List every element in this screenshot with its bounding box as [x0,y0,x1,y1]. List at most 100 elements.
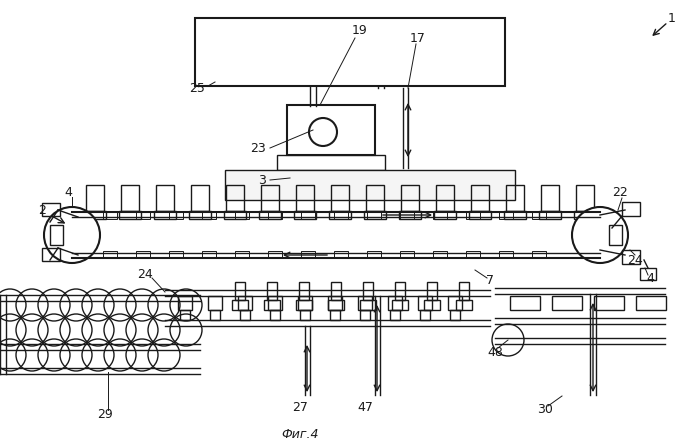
Bar [367,212,381,219]
Text: 27: 27 [292,401,308,414]
Bar [103,251,117,258]
Bar [301,251,315,258]
Bar [226,185,244,211]
Bar [459,282,469,300]
Bar [532,251,546,258]
Bar [121,185,139,211]
Bar [119,211,141,219]
Bar [294,211,316,219]
Bar [202,251,216,258]
Bar [264,300,280,310]
Bar [235,212,249,219]
Text: 4: 4 [646,271,654,284]
Bar [268,251,282,258]
Bar [169,251,183,258]
Bar [469,211,491,219]
Bar [225,170,515,200]
Bar [448,296,462,310]
Text: 19: 19 [352,23,368,36]
Bar [328,300,344,310]
Bar [156,185,174,211]
Bar [287,105,375,155]
Bar [360,310,370,320]
Bar [224,211,246,219]
Bar [433,251,447,258]
Bar [400,251,414,258]
Bar [136,251,150,258]
Bar [235,251,249,258]
Text: Фиг.4: Фиг.4 [281,428,318,441]
Bar [299,282,309,300]
Bar [532,212,546,219]
Bar [499,251,513,258]
Bar [390,310,400,320]
Bar [103,212,117,219]
Bar [331,282,341,300]
Bar [136,212,150,219]
Bar [395,282,405,300]
Bar [235,282,245,300]
Bar [640,268,656,280]
Text: 47: 47 [357,401,373,414]
Text: 17: 17 [410,31,426,44]
Bar [296,300,312,310]
Bar [594,296,624,310]
Bar [541,185,559,211]
Bar [50,225,63,245]
Bar [261,185,279,211]
Bar [191,185,209,211]
Bar [539,211,561,219]
Bar [400,212,414,219]
Text: 30: 30 [537,404,553,417]
Bar [506,185,524,211]
Bar [238,296,252,310]
Text: 2: 2 [38,203,46,216]
Circle shape [44,207,100,263]
Bar [329,211,351,219]
Bar [208,296,222,310]
Text: 24: 24 [627,254,643,267]
Bar [388,296,402,310]
Bar [334,212,348,219]
Bar [466,212,480,219]
Text: 22: 22 [612,185,628,198]
Bar [240,310,250,320]
Bar [178,296,192,310]
Bar [360,300,376,310]
Bar [418,296,432,310]
Bar [609,225,622,245]
Bar [358,296,372,310]
Bar [86,185,104,211]
Bar [363,282,373,300]
Text: 7: 7 [486,273,494,287]
Bar [466,251,480,258]
Bar [334,251,348,258]
Text: 24: 24 [137,268,153,281]
Text: 3: 3 [258,173,266,186]
Bar [399,211,421,219]
Bar [300,310,310,320]
Bar [401,185,419,211]
Bar [450,310,460,320]
Circle shape [492,324,524,356]
Text: 23: 23 [250,142,266,155]
Bar [270,310,280,320]
Bar [471,185,489,211]
Bar [552,296,582,310]
Bar [392,300,408,310]
Bar [424,300,440,310]
Bar [301,212,315,219]
Bar [189,211,211,219]
Bar [268,296,282,310]
Text: 48: 48 [487,345,503,358]
Bar [268,212,282,219]
Bar [366,185,384,211]
Bar [636,296,666,310]
Bar [420,310,430,320]
Bar [510,296,540,310]
Circle shape [572,207,628,263]
Bar [328,296,342,310]
Bar [576,185,594,211]
Bar [331,185,349,211]
Bar [456,300,472,310]
